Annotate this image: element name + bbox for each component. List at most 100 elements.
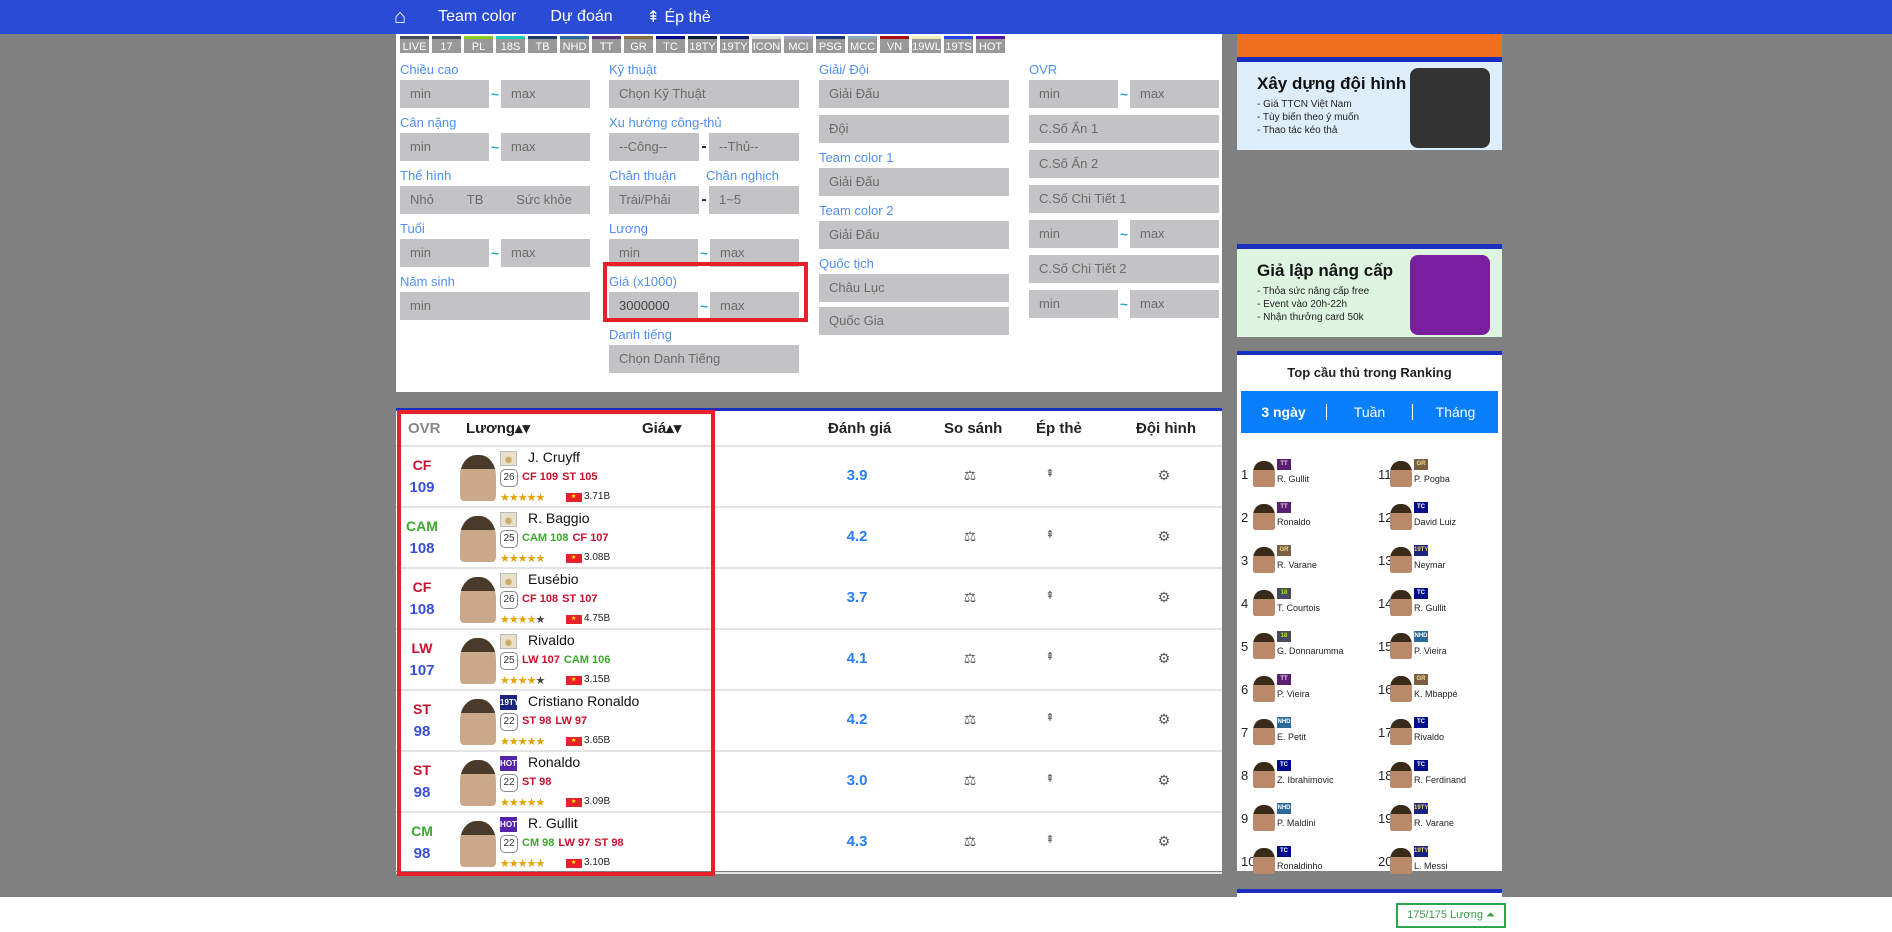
player-name[interactable]: R. Varane <box>1277 560 1317 570</box>
table-row[interactable]: ST 98 19TY Cristiano Ronaldo 22 ST 98 LW 97 ★★★… <box>396 691 1222 752</box>
player-avatar[interactable] <box>460 699 496 745</box>
player-avatar[interactable] <box>460 516 496 562</box>
player-avatar[interactable] <box>460 638 496 684</box>
compare-scale-icon[interactable]: ⚖ <box>963 589 977 605</box>
player-name[interactable]: G. Donnarumma <box>1277 646 1344 656</box>
rating-value[interactable]: 3.9 <box>846 467 868 484</box>
ranking-item[interactable]: 1 TT R. Gullit <box>1241 459 1371 502</box>
nav-du-doan[interactable]: Dự đoán <box>550 8 613 25</box>
player-avatar[interactable] <box>460 760 496 806</box>
compare-scale-icon[interactable]: ⚖ <box>963 467 977 483</box>
rating-value[interactable]: 3.0 <box>846 772 868 789</box>
league-select[interactable]: Giải Đấu <box>819 80 1009 108</box>
chip-19wl[interactable]: 19WL <box>912 36 941 53</box>
player-name[interactable]: L. Messi <box>1414 861 1448 871</box>
ranking-item[interactable]: 16 GR K. Mbappé <box>1378 674 1508 717</box>
detail-stat-1-max[interactable]: max <box>1130 220 1219 248</box>
chip-vn[interactable]: VN <box>880 36 909 53</box>
chip-18ty[interactable]: 18TY <box>688 36 717 53</box>
banner-1[interactable]: Giả lập nâng cấp - Thỏa sức nâng cấp free… <box>1237 244 1502 337</box>
compare-scale-icon[interactable]: ⚖ <box>963 833 977 849</box>
skill-select[interactable]: Chọn Kỹ Thuật <box>609 80 799 108</box>
player-name[interactable]: R. Gullit <box>1277 474 1310 484</box>
sort-status-button[interactable]: 175/175 Lương ⏶ <box>1396 903 1506 928</box>
attack-select[interactable]: --Công-- <box>609 133 699 161</box>
ranking-item[interactable]: 15 NHD P. Vieira <box>1378 631 1508 674</box>
compare-scale-icon[interactable]: ⚖ <box>963 711 977 727</box>
chip-psg[interactable]: PSG <box>816 36 845 53</box>
ranking-item[interactable]: 18 TC R. Ferdinand <box>1378 760 1508 803</box>
player-name[interactable]: R. Ferdinand <box>1414 775 1467 785</box>
banner-ronaldo[interactable] <box>1237 34 1502 57</box>
ranking-item[interactable]: 17 TC Rivaldo <box>1378 717 1508 760</box>
squad-users-cog-icon[interactable]: ⚙ <box>1157 528 1171 544</box>
ovr-max-input[interactable]: max <box>1130 80 1219 108</box>
upgrade-icon[interactable]: ⇞ <box>1045 468 1055 480</box>
banner-0[interactable]: Xây dựng đội hình - Giá TTCN Việt Nam - Tù… <box>1237 57 1502 150</box>
detail-stat-2-max[interactable]: max <box>1130 290 1219 318</box>
country-select[interactable]: Quốc Gia <box>819 307 1009 335</box>
ranking-item[interactable]: 7 NHD E. Petit <box>1241 717 1371 760</box>
weight-min-input[interactable]: min <box>400 133 489 161</box>
chip-pl[interactable]: PL <box>464 36 493 53</box>
squad-users-cog-icon[interactable]: ⚙ <box>1157 711 1171 727</box>
squad-users-cog-icon[interactable]: ⚙ <box>1157 772 1171 788</box>
tab-3-days[interactable]: 3 ngày <box>1241 404 1327 420</box>
col-ovr[interactable]: OVR <box>408 419 441 437</box>
player-name[interactable]: E. Petit <box>1277 732 1307 742</box>
chip-17[interactable]: 17 <box>432 36 461 53</box>
age-min-input[interactable]: min <box>400 239 489 267</box>
team-color-2-select[interactable]: Giải Đấu <box>819 221 1009 249</box>
hidden-stat-1-select[interactable]: C.Số Ẩn 1 <box>1029 115 1219 143</box>
ranking-item[interactable]: 3 GR R. Varane <box>1241 545 1371 588</box>
compare-scale-icon[interactable]: ⚖ <box>963 650 977 666</box>
player-name[interactable]: Eusébio <box>528 571 579 587</box>
sort-salary[interactable]: Lương▴▾ <box>466 420 531 437</box>
squad-users-cog-icon[interactable]: ⚙ <box>1157 833 1171 849</box>
team-select[interactable]: Đội <box>819 115 1009 143</box>
player-name[interactable]: Ronaldo <box>1277 517 1311 527</box>
chip-gr[interactable]: GR <box>624 36 653 53</box>
player-name[interactable]: Z. Ibrahimovic <box>1277 775 1334 785</box>
upgrade-icon[interactable]: ⇞ <box>1045 712 1055 724</box>
strong-foot-select[interactable]: Trái/Phải <box>609 186 699 214</box>
home-icon[interactable]: ⌂ <box>394 5 407 28</box>
chip-tt[interactable]: TT <box>592 36 621 53</box>
height-min-input[interactable]: min <box>400 80 489 108</box>
player-name[interactable]: P. Vieira <box>1277 689 1310 699</box>
ranking-item[interactable]: 9 NHD P. Maldini <box>1241 803 1371 846</box>
ranking-item[interactable]: 11 GR P. Pogba <box>1378 459 1508 502</box>
squad-users-cog-icon[interactable]: ⚙ <box>1157 589 1171 605</box>
player-name[interactable]: J. Cruyff <box>528 449 580 465</box>
player-name[interactable]: Neymar <box>1414 560 1446 570</box>
player-name[interactable]: P. Vieira <box>1414 646 1447 656</box>
rating-value[interactable]: 4.1 <box>846 650 868 667</box>
upgrade-icon[interactable]: ⇞ <box>1045 834 1055 846</box>
team-color-1-select[interactable]: Giải Đấu <box>819 168 1009 196</box>
ranking-item[interactable]: 6 TT P. Vieira <box>1241 674 1371 717</box>
player-name[interactable]: P. Pogba <box>1414 474 1450 484</box>
chip-19ts[interactable]: 19TS <box>944 36 973 53</box>
ranking-item[interactable]: 4 18 T. Courtois <box>1241 588 1371 631</box>
player-name[interactable]: Ronaldo <box>528 754 581 770</box>
player-avatar[interactable] <box>460 821 496 867</box>
rating-value[interactable]: 4.2 <box>846 528 868 545</box>
ranking-item[interactable]: 20 19TY L. Messi <box>1378 846 1508 889</box>
chip-mci[interactable]: MCI <box>784 36 813 53</box>
chip-tc[interactable]: TC <box>656 36 685 53</box>
defense-select[interactable]: --Thủ-- <box>709 133 799 161</box>
compare-scale-icon[interactable]: ⚖ <box>963 528 977 544</box>
player-name[interactable]: T. Courtois <box>1277 603 1321 613</box>
sort-price[interactable]: Giá▴▾ <box>642 420 682 437</box>
player-name[interactable]: Cristiano Ronaldo <box>528 693 640 709</box>
upgrade-icon[interactable]: ⇞ <box>1045 590 1055 602</box>
chip-nhd[interactable]: NHD <box>560 36 589 53</box>
player-name[interactable]: R. Gullit <box>528 815 578 831</box>
table-row[interactable]: ST 98 HOT Ronaldo 22 ST 98 ★★★★★ 3.09B 3.0 ⚖ ⇞ ⚙ <box>396 752 1222 813</box>
age-max-input[interactable]: max <box>501 239 590 267</box>
ovr-min-input[interactable]: min <box>1029 80 1118 108</box>
tab-month[interactable]: Tháng <box>1435 404 1476 420</box>
